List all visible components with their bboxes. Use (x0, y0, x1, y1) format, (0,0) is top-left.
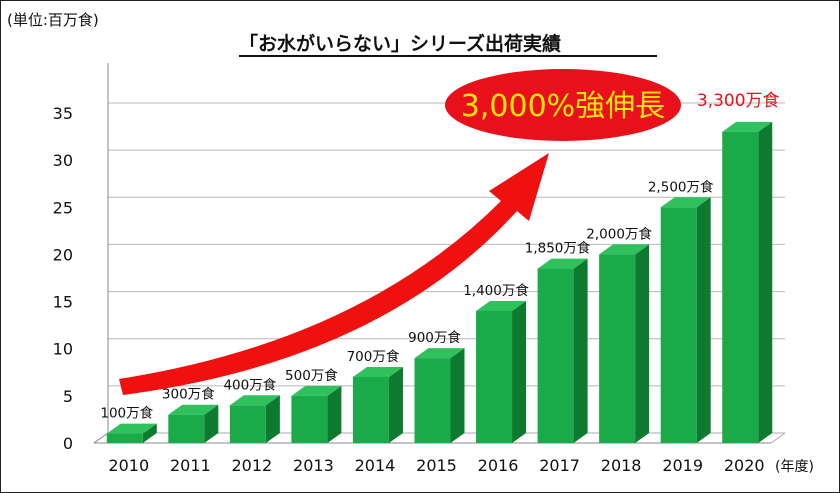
data-label: 300万食 (162, 386, 215, 403)
bar-front (291, 395, 328, 443)
y-tick-label: 30 (53, 151, 73, 170)
bar-top (722, 121, 773, 132)
y-tick-label: 20 (53, 245, 73, 264)
bar-front (414, 358, 451, 443)
annotation-text: 3,000%強伸長 (461, 89, 665, 124)
bar-side (758, 121, 773, 443)
chart-title: 「お水がいらない」シリーズ出荷実績 (239, 33, 562, 55)
bar-side (512, 301, 527, 443)
bar-front (599, 254, 636, 443)
data-label: 500万食 (285, 367, 338, 384)
x-tick-label: 2013 (293, 456, 334, 475)
bar-front (722, 131, 759, 443)
bar-2016 (476, 301, 527, 443)
bar-front (352, 377, 389, 443)
x-tick-label: 2016 (478, 456, 519, 475)
bar-side (388, 367, 403, 443)
y-unit-label: (単位:百万食) (7, 11, 99, 29)
x-tick-label: 2011 (170, 456, 211, 475)
growth-annotation: 3,000%強伸長 (119, 69, 681, 395)
x-unit-label: (年度) (775, 459, 814, 475)
bar-top (291, 385, 342, 396)
x-tick-label: 2014 (355, 456, 396, 475)
x-tick-label: 2012 (232, 456, 273, 475)
y-tick-label: 15 (53, 293, 73, 312)
bar-2014 (352, 367, 403, 443)
bar-side (450, 348, 465, 443)
bar-top (229, 395, 280, 406)
title-underline (239, 55, 657, 57)
bar-front (476, 311, 513, 443)
x-tick-label: 2015 (416, 456, 457, 475)
data-label: 2,000万食 (586, 225, 652, 242)
bar-side (573, 258, 588, 443)
data-label: 700万食 (347, 348, 400, 365)
x-tick-label: 2017 (539, 456, 580, 475)
bar-top (168, 404, 219, 415)
bar-top (537, 258, 588, 269)
bar-side (204, 404, 219, 443)
data-label: 100万食 (100, 405, 153, 422)
bar-side (327, 385, 342, 443)
y-tick-label: 5 (63, 387, 73, 406)
x-tick-label: 2018 (601, 456, 642, 475)
axes: 0 5 10 15 20 25 30 35 (53, 63, 786, 453)
bar-front (537, 268, 574, 443)
bar-2012 (229, 395, 280, 443)
bar-2010 (106, 423, 157, 443)
bar-2011 (168, 404, 219, 443)
bar-top (660, 197, 711, 208)
data-label: 1,850万食 (525, 240, 591, 257)
bar-top (414, 348, 465, 359)
x-tick-label: 2019 (662, 456, 703, 475)
y-tick-label: 25 (53, 198, 73, 217)
bar-2013 (291, 385, 342, 443)
floor-right-line (770, 432, 786, 444)
y-tick-label: 35 (53, 104, 73, 123)
x-tick-label: 2010 (108, 456, 149, 475)
bar-side (696, 197, 711, 443)
data-label: 2,500万食 (648, 178, 714, 195)
bar-front (168, 414, 205, 443)
y-tick-label: 10 (53, 340, 73, 359)
bar-2017 (537, 258, 588, 443)
bars (106, 121, 773, 443)
bar-2020 (722, 121, 773, 443)
bar-top (476, 301, 527, 311)
bar-top (352, 367, 403, 377)
data-label: 3,300万食 (697, 91, 780, 111)
x-tick-label: 2020 (724, 456, 765, 475)
bar-front (106, 433, 143, 443)
bar-front (229, 405, 266, 443)
annotation-bubble (445, 69, 681, 141)
data-labels: 2010 100万食 2011 300万食 2012 400万食 2013 500万食 2014… (100, 91, 779, 475)
bar-top (106, 423, 157, 434)
bar-top (599, 244, 650, 255)
bar-side (265, 395, 280, 443)
data-label: 900万食 (408, 329, 461, 346)
bar-side (142, 423, 157, 443)
bar-front (660, 207, 697, 443)
data-label: 400万食 (223, 376, 276, 393)
bar-side (635, 244, 650, 443)
bar-2015 (414, 348, 465, 443)
bar-2018 (599, 244, 650, 443)
bar-2019 (660, 197, 711, 443)
data-label: 1,400万食 (463, 282, 529, 299)
y-tick-label: 0 (63, 434, 73, 453)
axis-depth (93, 432, 109, 444)
